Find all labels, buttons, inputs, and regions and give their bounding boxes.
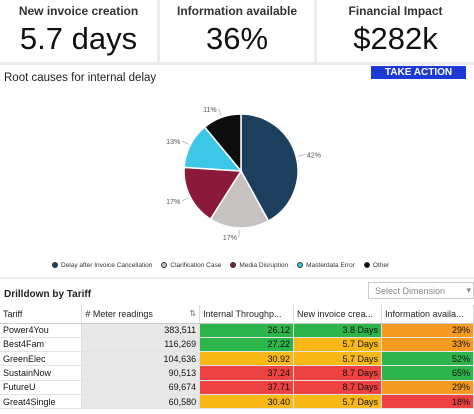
cell-tariff: Power4You (0, 323, 83, 338)
pie-leader-line (218, 108, 222, 116)
cell-information-available: 29% (381, 323, 474, 338)
pie-leader-line (298, 154, 306, 157)
legend-swatch (230, 262, 237, 269)
cell-invoice-creation: 5.7 Days (293, 351, 382, 367)
cell-meter-readings: 104,636 (81, 351, 201, 367)
take-action-button[interactable]: TAKE ACTION (371, 66, 466, 79)
cell-throughput: 37.24 (199, 365, 295, 381)
legend-swatch (52, 262, 58, 269)
kpi-title: New invoice creation (18, 4, 139, 18)
kpi-value: $282k (353, 21, 438, 56)
column-header-label: # Meter readings (85, 308, 153, 319)
column-header-information-available[interactable]: Information availa... (381, 305, 474, 324)
legend-swatch (161, 262, 168, 269)
drilldown-table: Tariff # Meter readings ⇅ Internal Throug… (0, 305, 474, 410)
cell-invoice-creation: 5.7 Days (293, 394, 382, 410)
column-header-label: New invoice crea... (297, 308, 374, 319)
pie-value-label: 17% (223, 235, 237, 242)
cell-invoice-creation: 5.7 Days (293, 337, 382, 353)
root-causes-title: Root causes for internal delay (4, 72, 157, 84)
cell-throughput: 30.92 (199, 351, 295, 367)
cell-tariff: GreenElec (0, 351, 83, 367)
legend-item[interactable]: Clarification Case (161, 262, 221, 269)
table-row[interactable]: Great4Single 60,580 30.40 5.7 Days 18% (0, 394, 474, 410)
cell-tariff: SustainNow (0, 365, 83, 381)
kpi-information-available: Information available 36% (160, 0, 314, 62)
cell-tariff: Best4Fam (0, 337, 83, 353)
table-body: Power4You 383,511 26.12 3.8 Days 29% Best4Fam… (0, 323, 474, 410)
pie-value-label: 11% (203, 107, 217, 114)
cell-information-available: 29% (381, 380, 474, 395)
kpi-value: 36% (205, 21, 269, 56)
pie-leader-line (182, 197, 189, 202)
cell-meter-readings: 69,674 (81, 380, 201, 395)
legend-label: Delay after Invoice Cancellation (61, 262, 153, 269)
column-header-label: Information availa... (385, 308, 464, 319)
pie-slice[interactable] (183, 166, 243, 221)
cell-information-available: 18% (381, 394, 474, 410)
legend-label: Masterdata Error (306, 262, 355, 269)
legend-label: Media Disruption (239, 262, 289, 269)
pie-value-label: 17% (166, 199, 180, 206)
column-header-invoice-creation[interactable]: New invoice crea... (293, 305, 382, 324)
legend-item[interactable]: Other (363, 262, 390, 269)
pie-slice[interactable] (209, 169, 270, 229)
root-causes-panel: Root causes for internal delay TAKE ACTI… (0, 65, 474, 277)
cell-information-available: 52% (381, 351, 474, 367)
table-row[interactable]: Power4You 383,511 26.12 3.8 Days 29% (0, 323, 474, 338)
cell-meter-readings: 60,580 (81, 394, 201, 410)
column-header-throughput[interactable]: Internal Throughp... (199, 305, 295, 324)
kpi-title: Financial Impact (348, 4, 443, 18)
legend-item[interactable]: Media Disruption (230, 262, 288, 269)
cell-invoice-creation: 3.8 Days (293, 323, 382, 338)
table-header-row: Tariff # Meter readings ⇅ Internal Throug… (0, 305, 474, 324)
pie-slice[interactable] (240, 113, 299, 222)
cell-invoice-creation: 8.7 Days (293, 380, 382, 395)
pie-slice[interactable] (203, 113, 242, 174)
column-header-tariff[interactable]: Tariff (0, 305, 83, 324)
column-header-label: Tariff (3, 308, 23, 319)
cell-meter-readings: 116,269 (81, 337, 201, 353)
root-causes-pie-chart: 42% 17% 17% 13% 11% (166, 107, 321, 242)
legend-item[interactable]: Masterdata Error (297, 262, 355, 269)
kpi-financial-impact: Financial Impact $282k (317, 0, 474, 62)
pie-value-label: 13% (166, 139, 180, 146)
cell-throughput: 26.12 (199, 323, 295, 338)
drilldown-panel: Drilldown by Tariff Select Dimension ▾ T… (0, 279, 474, 414)
table-row[interactable]: Best4Fam 116,269 27.22 5.7 Days 33% (0, 337, 474, 353)
cell-information-available: 65% (381, 365, 474, 381)
cell-meter-readings: 90,513 (81, 365, 201, 381)
sort-icon[interactable]: ⇅ (189, 308, 197, 318)
dimension-select[interactable]: Select Dimension ▾ (368, 282, 474, 299)
kpi-value: 5.7 days (19, 21, 138, 56)
chevron-down-icon: ▾ (466, 285, 471, 295)
cell-tariff: Great4Single (0, 394, 83, 410)
column-header-meter-readings[interactable]: # Meter readings ⇅ (81, 305, 201, 324)
cell-throughput: 27.22 (199, 337, 295, 353)
drilldown-title: Drilldown by Tariff (4, 289, 92, 300)
pie-leader-line (182, 140, 189, 145)
kpi-title: Information available (176, 4, 298, 18)
table-row[interactable]: SustainNow 90,513 37.24 8.7 Days 65% (0, 365, 474, 381)
cell-invoice-creation: 8.7 Days (293, 365, 382, 381)
kpi-invoice-creation: New invoice creation 5.7 days (0, 0, 157, 62)
legend-swatch (297, 262, 304, 269)
pie-legend: Delay after Invoice Cancellation Clarific… (52, 262, 472, 269)
legend-label: Clarification Case (170, 262, 222, 269)
table-row[interactable]: GreenElec 104,636 30.92 5.7 Days 52% (0, 351, 474, 367)
legend-item[interactable]: Delay after Invoice Cancellation (52, 262, 152, 269)
cell-throughput: 37.71 (199, 380, 295, 395)
cell-tariff: FutureU (0, 380, 83, 395)
pie-value-label: 42% (307, 153, 321, 160)
dimension-placeholder: Select Dimension (375, 286, 446, 296)
legend-label: Other (372, 262, 390, 269)
cell-meter-readings: 383,511 (81, 323, 201, 338)
column-header-label: Internal Throughp... (203, 308, 282, 319)
kpi-row: New invoice creation 5.7 days Informatio… (0, 0, 474, 64)
cell-throughput: 30.40 (199, 394, 295, 410)
cell-information-available: 33% (381, 337, 474, 353)
table-row[interactable]: FutureU 69,674 37.71 8.7 Days 29% (0, 380, 474, 395)
legend-swatch (363, 262, 370, 269)
